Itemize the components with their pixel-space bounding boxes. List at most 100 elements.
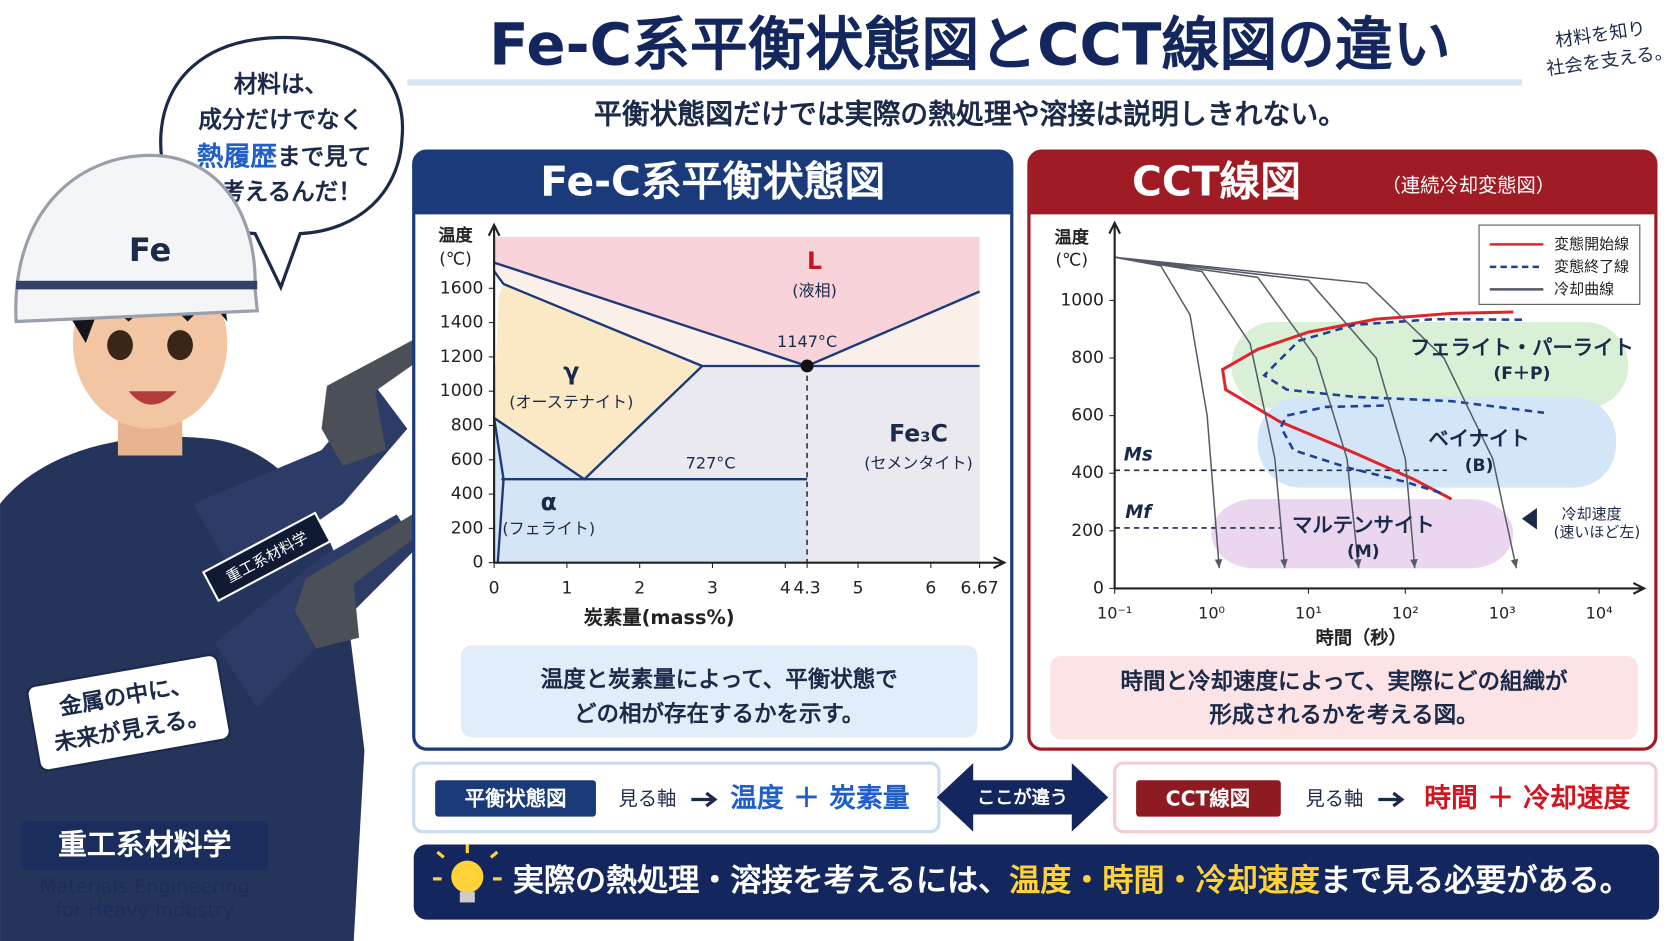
annotation: 冷却速度 (1562, 505, 1622, 523)
x-tick-label: 4.3 (793, 578, 820, 598)
conclusion-text: 実際の熱処理・溶接を考えるには、 (513, 863, 1009, 899)
y-tick-label: 600 (1071, 406, 1104, 426)
phase-symbol: Fe₃C (889, 420, 948, 448)
eutectoid-label: 727°C (686, 454, 736, 473)
glove (294, 512, 422, 649)
badge (201, 511, 332, 603)
compare-right-tag: CCT線図 (1166, 787, 1251, 811)
x-tick-label: 10⁴ (1586, 604, 1613, 623)
brand-english: for Heavy Industry (55, 898, 234, 921)
structure-sub: (M) (1347, 542, 1380, 562)
y-tick-label: 1600 (440, 278, 484, 298)
y-axis-label: 温度 (1055, 227, 1090, 248)
phase-symbol: α (541, 488, 557, 516)
phase-header (413, 151, 1012, 215)
x-axis-label: 炭素量(mass%) (584, 606, 735, 629)
eye (107, 330, 133, 361)
compare-left-tag: 平衡状態図 (465, 787, 567, 811)
y-tick-label: 1000 (440, 381, 484, 401)
character: Fe 重工系材料学 金属の中に、 未来が見える。 (0, 153, 429, 941)
conclusion: 実際の熱処理・溶接を考えるには、温度・時間・冷却速度まで見る必要がある。 (513, 863, 1631, 899)
mouth (128, 391, 177, 405)
phase-note: 温度と炭素量によって、平衡状態で (541, 666, 898, 693)
cct-title: CCT線図 (1132, 157, 1301, 205)
phase-symbol: L (807, 247, 822, 275)
y-axis (1108, 220, 1121, 589)
conclusion-bar (413, 844, 1660, 920)
subtitle: 平衡状態図だけでは実際の熱処理や溶接は説明しきれない。 (594, 98, 1346, 131)
y-tick-label: 200 (1071, 521, 1104, 541)
y-axis-label: (℃) (1055, 250, 1088, 270)
compare-right-axis: 見る軸 (1305, 787, 1363, 810)
structure-sub: (B) (1465, 456, 1494, 476)
arrow (691, 791, 718, 808)
cct-header (1028, 151, 1656, 215)
structure-label: フェライト・パーライト (1410, 335, 1634, 359)
x-tick-label: 10³ (1489, 604, 1516, 623)
bulb-rays (433, 844, 502, 881)
speech-text: まで見て (277, 142, 371, 170)
compare-arrow (936, 763, 1109, 832)
cct-note-box (1050, 655, 1638, 740)
conclusion-text: まで見る必要がある。 (1320, 863, 1631, 899)
structure-region (1231, 322, 1629, 409)
phase-region (494, 236, 980, 366)
arrowhead (1214, 559, 1223, 569)
arrowhead (1410, 559, 1418, 569)
x-tick-label: 2 (634, 578, 645, 598)
legend-label: 冷却曲線 (1554, 280, 1614, 298)
phase-name: (液相) (792, 281, 837, 300)
x-tick-label: 0 (489, 578, 500, 598)
speech-line: 熱履歴まで見て (197, 141, 372, 172)
y-tick-label: 800 (1071, 348, 1104, 368)
x-tick-label: 4 (780, 578, 791, 598)
structure-label: マルテンサイト (1292, 513, 1435, 537)
y-tick-label: 0 (1093, 578, 1104, 598)
compare-right-tag-box (1136, 780, 1281, 817)
compare-center: ここが違う (977, 786, 1068, 808)
annotation-arrow (1521, 508, 1537, 530)
x-tick-label: 3 (707, 578, 718, 598)
brand-english: Materials Engineering (40, 875, 250, 898)
arrow (1378, 791, 1405, 808)
phase-symbol: γ (563, 357, 579, 385)
arrowhead (1353, 559, 1362, 569)
eye (167, 330, 193, 361)
x-axis (494, 556, 1007, 569)
compare-left-items: 温度 ＋ 炭素量 (730, 782, 910, 814)
bulb-base (459, 891, 475, 903)
cct-line (1114, 256, 1518, 569)
structure-label: ベイナイト (1428, 426, 1529, 450)
legend-label: 変態開始線 (1554, 235, 1629, 253)
x-tick-label: 10² (1392, 604, 1419, 623)
x-tick-label: 6 (925, 578, 936, 598)
y-tick-label: 400 (451, 484, 484, 504)
phase-boundary (492, 417, 505, 563)
x-tick-label: 10⁻¹ (1097, 604, 1132, 623)
tag (26, 654, 231, 772)
structure-sub: (F＋P) (1493, 364, 1550, 384)
phase-name: (フェライト) (502, 519, 595, 538)
speech-line: 材料は、 (234, 70, 328, 98)
conclusion-highlight: 温度・時間・冷却速度 (1009, 863, 1321, 899)
helmet-label: Fe (129, 231, 171, 269)
eutectic-point (800, 359, 814, 373)
y-tick-label: 0 (472, 553, 483, 573)
y-tick-label: 600 (451, 450, 484, 470)
cct-chart: Ms Mf フェライト・パーライト (F＋P) ベイナイト (B) マルテンサイト (M) 0 2… (1055, 220, 1647, 649)
speech-line: 成分だけでなく (198, 106, 363, 134)
phase-region (494, 284, 703, 480)
x-axis (1114, 582, 1647, 595)
phase-chart: 1147°C 727°C L (液相) γ (オーステナイト) α (フェライト) Fe₃C (セ… (438, 222, 1007, 629)
phase-note-box (460, 645, 978, 738)
y-tick-label: 200 (451, 518, 484, 538)
cct-note: 時間と冷却速度によって、実際にどの組織が (1120, 668, 1568, 695)
helmet-stripe (16, 280, 258, 290)
glove (321, 334, 429, 467)
y-tick-label: 400 (1071, 463, 1104, 483)
y-tick-label: 1400 (440, 313, 484, 333)
x-axis-label: 時間（秒） (1316, 627, 1407, 649)
bulb (451, 860, 484, 893)
y-axis (487, 222, 501, 563)
